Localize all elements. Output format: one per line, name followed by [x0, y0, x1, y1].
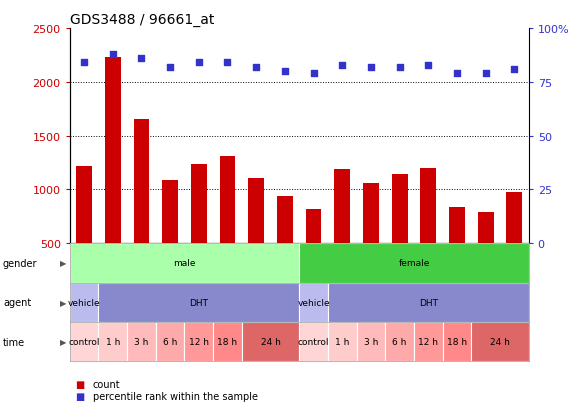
Text: DHT: DHT [419, 298, 438, 307]
Bar [478, 213, 494, 297]
Text: percentile rank within the sample: percentile rank within the sample [93, 392, 258, 401]
Text: control: control [69, 337, 100, 346]
Text: time: time [3, 337, 25, 347]
Bar [70, 244, 299, 283]
Bar [134, 120, 149, 297]
Bar [70, 322, 98, 361]
Text: female: female [398, 259, 430, 268]
Bar [70, 283, 98, 322]
Bar [277, 197, 293, 297]
Text: 3 h: 3 h [364, 337, 378, 346]
Point [453, 71, 462, 77]
Bar [213, 322, 242, 361]
Point [80, 60, 89, 66]
Point [424, 62, 433, 69]
Point [108, 51, 117, 58]
Bar [242, 322, 299, 361]
Bar [357, 322, 385, 361]
Point [309, 71, 318, 77]
Text: 1 h: 1 h [106, 337, 120, 346]
Bar [421, 169, 436, 297]
Bar [76, 166, 92, 297]
Bar [507, 192, 522, 297]
Point [137, 56, 146, 62]
Bar [156, 322, 184, 361]
Text: gender: gender [3, 258, 37, 268]
Text: ■: ■ [76, 379, 85, 389]
Bar [105, 58, 121, 297]
Bar [127, 322, 156, 361]
Bar [248, 178, 264, 297]
Point [166, 64, 175, 71]
Text: ■: ■ [76, 392, 85, 401]
Point [223, 60, 232, 66]
Text: DHT: DHT [189, 298, 209, 307]
Bar [328, 283, 529, 322]
Bar [299, 322, 328, 361]
Point [481, 71, 490, 77]
Bar [449, 207, 465, 297]
Text: 18 h: 18 h [217, 337, 238, 346]
Text: vehicle: vehicle [297, 298, 330, 307]
Bar [162, 180, 178, 297]
Text: count: count [93, 379, 121, 389]
Text: ▶: ▶ [60, 337, 67, 346]
Text: ▶: ▶ [60, 298, 67, 307]
Bar [385, 322, 414, 361]
Text: 24 h: 24 h [261, 337, 281, 346]
Point [366, 64, 375, 71]
Bar [414, 322, 443, 361]
Text: agent: agent [3, 297, 31, 308]
Bar [328, 322, 357, 361]
Bar [334, 170, 350, 297]
Point [194, 60, 203, 66]
Bar [306, 209, 321, 297]
Text: 1 h: 1 h [335, 337, 349, 346]
Bar [299, 283, 328, 322]
Bar [98, 322, 127, 361]
Text: 6 h: 6 h [163, 337, 177, 346]
Point [338, 62, 347, 69]
Bar [220, 157, 235, 297]
Text: 3 h: 3 h [134, 337, 149, 346]
Bar [443, 322, 471, 361]
Text: 12 h: 12 h [418, 337, 438, 346]
Bar [363, 183, 379, 297]
Text: male: male [173, 259, 196, 268]
Bar [191, 164, 207, 297]
Text: control: control [298, 337, 329, 346]
Bar [299, 244, 529, 283]
Bar [185, 322, 213, 361]
Text: 12 h: 12 h [189, 337, 209, 346]
Text: ▶: ▶ [60, 259, 67, 268]
Bar [98, 283, 299, 322]
Point [252, 64, 261, 71]
Text: 24 h: 24 h [490, 337, 510, 346]
Point [280, 69, 289, 75]
Text: GDS3488 / 96661_at: GDS3488 / 96661_at [70, 12, 214, 26]
Point [395, 64, 404, 71]
Point [510, 66, 519, 73]
Text: vehicle: vehicle [68, 298, 101, 307]
Text: 18 h: 18 h [447, 337, 467, 346]
Text: 6 h: 6 h [392, 337, 407, 346]
Bar [471, 322, 529, 361]
Bar [392, 175, 407, 297]
